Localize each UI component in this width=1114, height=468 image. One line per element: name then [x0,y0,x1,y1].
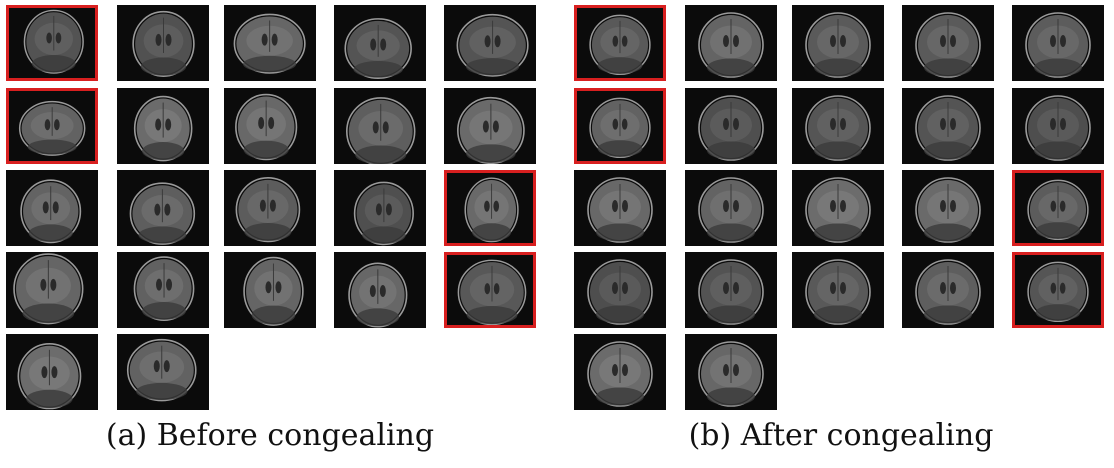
mri-slice-image [464,177,519,243]
mri-slice-image [1025,12,1091,78]
mri-slice-highlighted [1012,252,1104,328]
mri-slice-image [698,177,764,243]
mri-slice [792,88,884,164]
mri-slice-image [233,13,306,74]
mri-slice-image [129,182,196,245]
mri-slice [117,252,209,328]
mri-slice-image [346,97,416,164]
mri-slice-image [915,95,981,161]
mri-slice [1012,5,1104,81]
mri-slice-image [133,95,193,162]
mri-slice-image [587,177,653,243]
mri-slice-image [353,181,414,246]
caption-before: (a) Before congealing [105,418,435,453]
mri-slice-highlighted [444,170,536,246]
mri-slice-image [915,12,981,78]
mri-slice [117,334,209,410]
mri-slice-image [17,342,82,410]
mri-slice [792,5,884,81]
mri-slice [117,170,209,246]
mri-slice [685,88,777,164]
mri-slice-image [235,177,301,243]
mri-slice-image [235,93,298,161]
mri-slice [6,334,98,410]
mri-slice-image [589,14,651,76]
mri-slice-image [457,259,527,325]
mri-slice [902,252,994,328]
mri-slice-image [698,259,764,325]
mri-slice-image [805,95,871,161]
mri-slice-image [344,18,412,79]
mri-slice-image [13,253,84,325]
mri-slice [444,5,536,81]
mri-slice [224,5,316,81]
mri-slice-image [698,341,764,407]
mri-slice-highlighted [574,88,666,164]
mri-slice [6,170,98,246]
mri-slice-image [456,13,529,77]
mri-slice-image [698,12,764,78]
mri-slice [902,5,994,81]
mri-slice [117,88,209,164]
mri-slice [334,88,426,164]
mri-slice-image [18,100,86,156]
mri-slice-image [805,12,871,78]
mri-slice [685,334,777,410]
mri-slice [224,252,316,328]
mri-slice [902,88,994,164]
mri-slice-image [133,256,195,322]
mri-slice-image [23,9,84,74]
mri-slice [444,88,536,164]
mri-slice [334,5,426,81]
mri-slice-image [915,177,981,243]
mri-slice-image [915,259,981,325]
mri-slice-image [1027,179,1089,241]
mri-slice-image [805,259,871,325]
mri-slice-image [126,338,197,402]
mri-slice [792,170,884,246]
mri-slice [334,170,426,246]
mri-slice [1012,88,1104,164]
mri-slice-image [587,341,653,407]
mri-slice [574,170,666,246]
mri-slice-image [20,179,82,244]
mri-slice-highlighted [6,5,98,81]
mri-slice [792,252,884,328]
mri-slice [334,252,426,328]
mri-slice-image [587,259,653,325]
mri-slice-image [243,256,304,326]
mri-slice [224,88,316,164]
mri-slice [117,5,209,81]
mri-slice [685,170,777,246]
mri-slice [6,252,98,328]
mri-slice [902,170,994,246]
mri-slice-image [589,97,651,159]
mri-slice-highlighted [6,88,98,164]
mri-slice-image [1025,95,1091,161]
mri-slice [574,252,666,328]
caption-after: (b) After congealing [688,418,994,453]
mri-slice-highlighted [1012,170,1104,246]
mri-slice [685,5,777,81]
mri-slice-highlighted [444,252,536,328]
mri-slice [685,252,777,328]
mri-slice-image [698,95,764,161]
mri-slice-image [805,177,871,243]
mri-slice-highlighted [574,5,666,81]
mri-slice-image [132,10,195,77]
mri-slice-image [457,96,525,164]
mri-slice [224,170,316,246]
mri-slice [574,334,666,410]
mri-slice-image [348,262,408,328]
mri-slice-image [1027,261,1089,323]
